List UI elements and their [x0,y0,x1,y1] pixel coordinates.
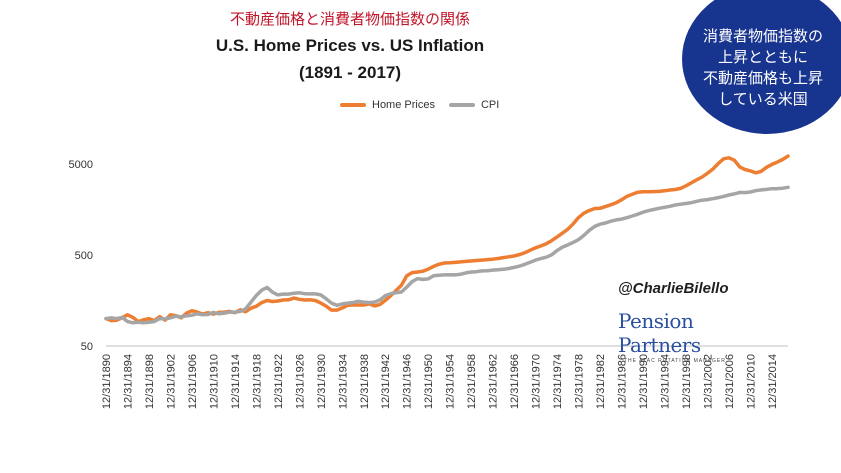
x-tick-label: 12/31/1950 [423,354,435,409]
x-tick-label: 12/31/2010 [745,354,757,409]
badge-line: している米国 [718,90,808,108]
logo-tagline: THE ATAC ROTATION MANAGER [624,358,726,364]
x-tick-label: 12/31/1974 [552,354,564,409]
x-tick-label: 12/31/1894 [122,354,134,409]
x-tick-label: 12/31/2002 [702,354,714,409]
x-tick-label: 12/31/1954 [445,354,457,409]
legend-item-cpi: CPI [448,99,500,111]
x-tick-label: 12/31/1926 [294,354,306,409]
x-tick-label: 12/31/1946 [402,354,414,409]
series-line-cpi [104,185,790,325]
annotation-badge: 消費者物価指数の 上昇とともに 不動産価格も上昇 している米国 [682,0,841,134]
badge-line: 上昇とともに [717,48,808,66]
x-tick-label: 12/31/1970 [531,354,543,409]
x-tick-label: 12/31/1942 [380,354,392,409]
x-tick-label: 12/31/1910 [208,354,220,409]
legend-swatch-cpi [448,103,475,107]
japanese-title: 不動産価格と消費者物価指数の関係 [229,10,470,28]
x-tick-label: 12/31/1994 [659,354,671,409]
y-tick-label: 50 [81,341,93,353]
x-tick-label: 12/31/1902 [165,354,177,409]
chart-legend: Home Prices CPI [340,99,499,111]
x-tick-label: 12/31/1962 [488,354,500,409]
legend-swatch-home-prices [340,103,366,107]
x-tick-label: 12/31/1906 [187,354,199,409]
badge-line: 不動産価格も上昇 [702,69,823,87]
x-tick-label: 12/31/2006 [724,354,736,409]
chart-title: U.S. Home Prices vs. US Inflation [215,36,485,55]
legend-item-home-prices: Home Prices [340,99,435,111]
author-handle: @CharlieBilello [618,280,729,297]
x-tick-label: 12/31/1978 [574,354,586,409]
chart-subtitle: (1891 - 2017) [298,63,402,82]
x-tick-label: 12/31/1990 [638,354,650,409]
x-tick-label: 12/31/1898 [144,354,156,409]
y-tick-label: 5000 [69,159,93,171]
x-tick-label: 12/31/1890 [101,354,113,409]
x-tick-label: 12/31/1922 [273,354,285,409]
x-tick-label: 12/31/1938 [359,354,371,409]
legend-label-home-prices: Home Prices [372,99,435,111]
x-tick-label: 12/31/1998 [681,354,693,409]
x-tick-label: 12/31/2014 [767,354,779,409]
x-tick-label: 12/31/1914 [230,354,242,409]
x-tick-label: 12/31/1934 [337,354,349,409]
x-tick-label: 12/31/1958 [466,354,478,409]
x-tick-label: 12/31/1918 [251,354,263,409]
y-tick-label: 500 [75,250,93,262]
badge-line: 消費者物価指数の [702,27,823,45]
x-tick-label: 12/31/1982 [595,354,607,409]
x-tick-label: 12/31/1966 [509,354,521,409]
x-tick-label: 12/31/1930 [316,354,328,409]
x-tick-label: 12/31/1986 [617,354,629,409]
pension-partners-logo: Pension Partners THE ATAC ROTATION MANAG… [618,309,768,364]
logo-name: Pension Partners [618,309,701,357]
legend-label-cpi: CPI [480,99,500,111]
